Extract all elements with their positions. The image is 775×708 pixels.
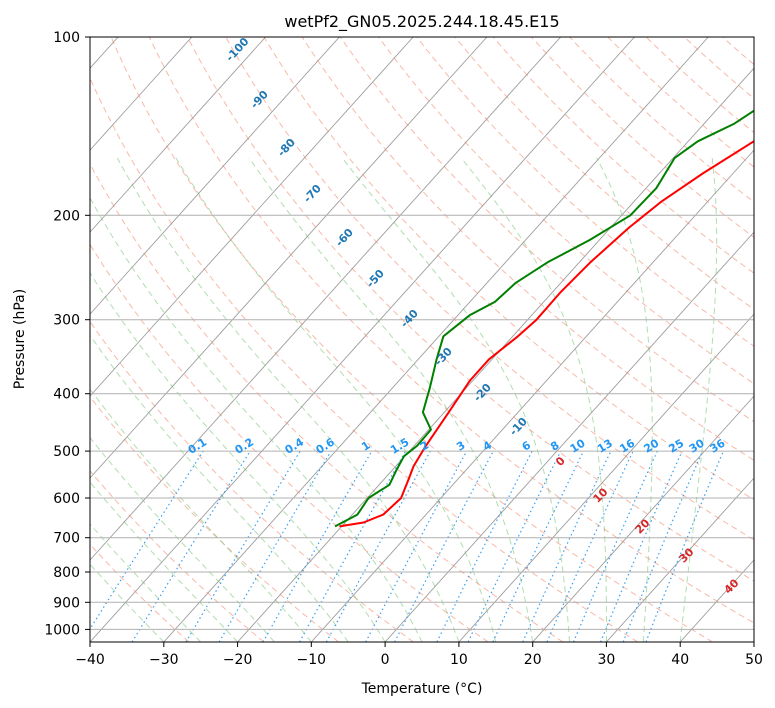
mixing-ratio-line bbox=[131, 450, 251, 642]
isotherm-line bbox=[90, 37, 488, 479]
dry-adiabat bbox=[492, 37, 754, 274]
isotherm-line bbox=[90, 37, 414, 397]
mixing-ratio-line bbox=[622, 450, 704, 642]
y-axis-label: Pressure (hPa) bbox=[12, 289, 28, 389]
mixing-ratio-line bbox=[299, 450, 407, 642]
dry-adiabat bbox=[90, 162, 564, 642]
dry-adiabat bbox=[378, 37, 754, 385]
isotherm-line bbox=[606, 477, 754, 642]
dry-adiabat bbox=[90, 243, 489, 642]
x-tick-label: 50 bbox=[745, 652, 763, 668]
mixing-ratio-line bbox=[262, 450, 373, 642]
moist-adiabat bbox=[248, 157, 534, 642]
isotherm-line bbox=[458, 313, 754, 642]
x-axis: −40 −30 −20 −10 0 10 20 30 40 50 bbox=[75, 642, 763, 668]
moist-adiabat bbox=[460, 157, 607, 642]
y-tick-label: 100 bbox=[53, 30, 80, 46]
dry-adiabat bbox=[90, 76, 639, 642]
y-tick-label: 500 bbox=[53, 444, 80, 460]
mixing-ratio-line bbox=[492, 450, 585, 642]
mixing-ratio-line bbox=[185, 450, 301, 642]
dewpoint-profile-line bbox=[334, 109, 754, 528]
y-tick-label: 700 bbox=[53, 531, 80, 547]
chart-title: wetPf2_GN05.2025.244.18.45.E15 bbox=[284, 12, 559, 32]
y-tick-label: 1000 bbox=[44, 622, 80, 638]
isotherm-line bbox=[90, 37, 266, 233]
moist-adiabat bbox=[90, 272, 386, 642]
isotherm-line bbox=[90, 37, 193, 151]
dry-adiabat bbox=[531, 37, 754, 238]
y-tick-label: 200 bbox=[53, 208, 80, 224]
x-tick-label: −20 bbox=[223, 652, 253, 668]
moist-adiabat bbox=[341, 157, 571, 642]
mixing-ratio-line bbox=[467, 450, 562, 642]
y-tick-label: 900 bbox=[53, 595, 80, 611]
x-tick-label: 10 bbox=[450, 652, 468, 668]
mixing-ratio-line bbox=[546, 450, 634, 642]
x-tick-label: −10 bbox=[297, 652, 327, 668]
y-tick-label: 300 bbox=[53, 313, 80, 329]
isotherm-line bbox=[237, 67, 754, 642]
dry-adiabat bbox=[339, 37, 754, 423]
isotherm-line bbox=[163, 37, 709, 642]
moist-adiabat bbox=[679, 157, 718, 642]
dry-adiabat bbox=[148, 37, 754, 624]
mixing-ratio-line bbox=[572, 450, 658, 642]
y-tick-label: 800 bbox=[53, 565, 80, 581]
moist-adiabat bbox=[596, 157, 653, 642]
isotherm-line bbox=[532, 395, 754, 642]
isotherm-line bbox=[310, 149, 754, 642]
y-tick-label: 400 bbox=[53, 387, 80, 403]
dry-adiabat bbox=[110, 37, 713, 642]
mixing-ratio-line bbox=[522, 450, 612, 642]
x-tick-label: 20 bbox=[524, 652, 542, 668]
mixing-ratio-line bbox=[218, 450, 332, 642]
x-axis-label: Temperature (°C) bbox=[361, 681, 483, 697]
mixing-ratio-line bbox=[325, 450, 431, 642]
dry-adiabat bbox=[90, 320, 414, 642]
dry-adiabat bbox=[263, 37, 754, 501]
x-tick-label: −30 bbox=[149, 652, 179, 668]
dry-adiabat bbox=[454, 37, 754, 311]
isotherm-line bbox=[384, 231, 754, 642]
isotherm-line bbox=[90, 37, 635, 642]
x-tick-label: −40 bbox=[75, 652, 105, 668]
x-tick-label: 30 bbox=[597, 652, 615, 668]
dry-adiabat bbox=[187, 37, 754, 582]
mixing-ratio-line bbox=[90, 450, 204, 631]
y-axis: 100 200 300 400 500 600 700 800 900 1000 bbox=[44, 30, 90, 638]
isotherm-line bbox=[90, 37, 340, 315]
isotherm-line bbox=[90, 37, 562, 561]
x-tick-label: 40 bbox=[671, 652, 689, 668]
y-tick-label: 600 bbox=[53, 491, 80, 507]
x-tick-label: 0 bbox=[381, 652, 390, 668]
mixing-ratio-line bbox=[645, 450, 724, 642]
temperature-profile-line bbox=[339, 140, 754, 528]
profile-lines bbox=[334, 109, 754, 528]
dry-adiabat bbox=[416, 37, 754, 347]
plot-frame bbox=[89, 36, 755, 643]
dry-adiabat bbox=[225, 37, 754, 541]
